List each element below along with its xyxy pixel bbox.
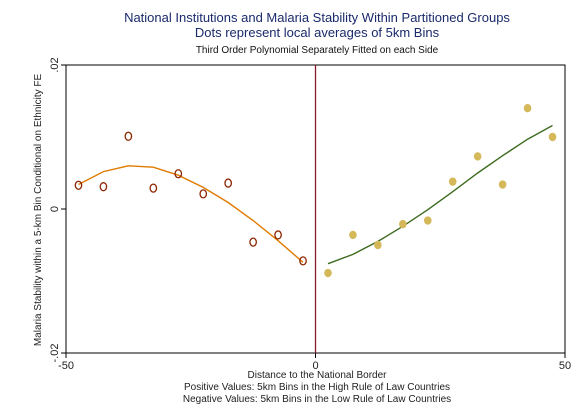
y-tick-label-0: -.02 [49, 344, 61, 363]
left-point-5 [199, 189, 208, 199]
left-fit-line [78, 165, 304, 263]
left-point-8 [274, 230, 282, 240]
x-tick-label-0: -50 [58, 360, 74, 372]
left-point-1 [99, 182, 108, 192]
right-point-9 [548, 132, 557, 142]
right-point-1 [349, 230, 357, 240]
y-axis-label: Malaria Stability within a 5-km Bin Cond… [33, 74, 44, 347]
chart-title: National Institutions and Malaria Stabil… [124, 10, 510, 25]
left-point-3 [149, 183, 158, 193]
left-point-9 [299, 256, 307, 266]
note-negative: Negative Values: 5km Bins in the Low Rul… [183, 394, 451, 405]
x-axis-label: Distance to the National Border [248, 370, 388, 381]
right-point-0 [324, 268, 332, 278]
x-tick-label-2: 50 [559, 360, 571, 372]
left-point-0 [74, 180, 83, 190]
left-point-4 [174, 169, 183, 179]
right-point-2 [374, 240, 382, 250]
y-tick-label-1: 0 [49, 206, 61, 212]
plot-area: -.02 0 .02 -50 0 50 [49, 57, 571, 372]
right-point-6 [473, 152, 482, 161]
left-point-7 [249, 237, 257, 247]
right-point-5 [448, 177, 457, 186]
chart-subtitle-2: Third Order Polynomial Separately Fitted… [196, 45, 439, 56]
left-point-6 [224, 178, 233, 188]
x-tick-label-1: 0 [312, 360, 318, 372]
right-point-4 [423, 216, 432, 225]
right-point-8 [523, 104, 532, 113]
chart-subtitle: Dots represent local averages of 5km Bin… [195, 25, 440, 40]
right-point-3 [399, 219, 407, 229]
note-positive: Positive Values: 5km Bins in the High Ru… [184, 382, 450, 393]
right-point-7 [498, 180, 507, 189]
left-point-2 [124, 131, 133, 141]
right-fit-line [327, 124, 553, 265]
y-tick-label-2: .02 [49, 57, 61, 72]
